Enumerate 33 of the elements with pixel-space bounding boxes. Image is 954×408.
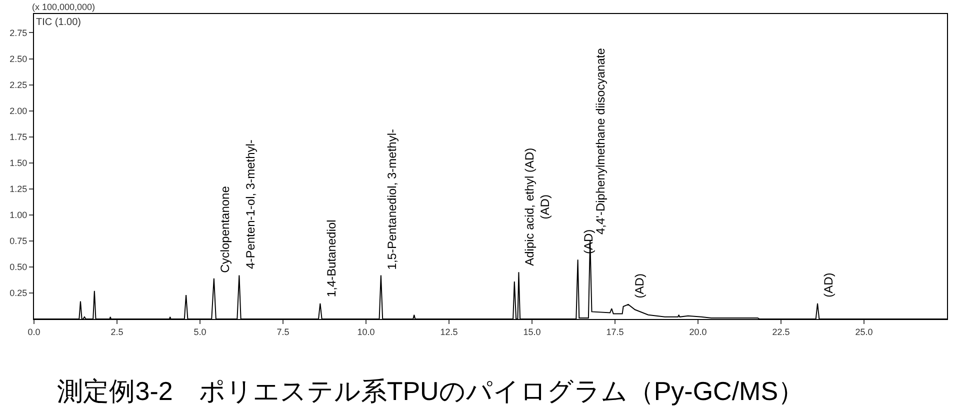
x-tick-label: 25.0 xyxy=(855,326,873,337)
annotation: 4-Penten-1-ol, 3-methyl- xyxy=(243,140,258,269)
x-tick-label: 10.0 xyxy=(357,326,375,337)
y-tick-label: 1.25 xyxy=(10,184,28,194)
y-tick-label: 2.75 xyxy=(10,28,28,38)
y-tick-label: 1.00 xyxy=(10,210,28,220)
y-tick-label: 2.00 xyxy=(10,106,28,116)
y-tick-label: 2.25 xyxy=(10,80,28,90)
x-tick-label: 0.0 xyxy=(28,326,40,337)
x-tick-label: 15.0 xyxy=(523,326,541,337)
annotation: Cyclopentanone xyxy=(218,186,232,273)
x-tick-label: 5.0 xyxy=(194,326,206,337)
text: (x 100,000,000) xyxy=(32,2,96,12)
annotation: 1,5-Pentanediol, 3-methyl- xyxy=(385,128,400,270)
annotation: 4,4'-Diphenylmethane diisocyanate xyxy=(594,48,608,235)
y-tick-label: 0.25 xyxy=(10,288,28,298)
annotation: 1,4-Butanediol xyxy=(324,220,338,298)
annotation: (AD) xyxy=(822,272,836,298)
x-tick-label: 2.5 xyxy=(110,326,124,337)
text: 測定例3-2 ポリエステル系TPUのパイログラム（Py-GC/MS） xyxy=(57,376,804,406)
y-tick-label: 1.75 xyxy=(10,132,28,142)
y-tick-label: 1.50 xyxy=(10,158,28,168)
x-tick-label: 22.5 xyxy=(772,326,790,337)
annotation: (AD) xyxy=(632,274,646,298)
y-tick-label: 2.50 xyxy=(10,54,28,64)
x-tick-label: 7.5 xyxy=(276,326,290,337)
x-tick-label: 20.0 xyxy=(689,326,707,337)
annotation: TIC (1.00) xyxy=(36,17,82,28)
y-tick-label: 0.75 xyxy=(10,236,28,246)
annotation: Adipic acid, ethyl (AD) (AD) xyxy=(522,148,552,266)
y-tick-label: 0.50 xyxy=(10,262,28,272)
x-tick-label: 12.5 xyxy=(440,326,458,337)
x-tick-label: 17.5 xyxy=(606,326,624,337)
